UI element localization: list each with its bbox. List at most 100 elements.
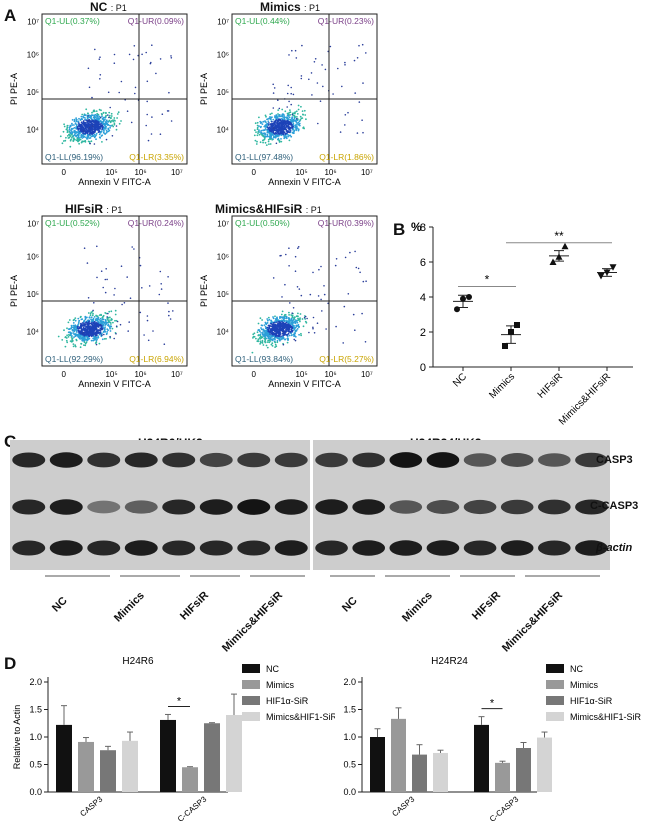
flow-event-dot [261,339,264,342]
flow-event-dot [109,126,111,129]
flow-quad-ll: Q1-LL(93.84%) [235,354,293,364]
flow-event-dot [255,143,258,145]
data-point [603,269,611,276]
flow-event-dot [287,134,289,136]
flow-event-dot [322,85,324,88]
legend-swatch [546,712,564,721]
flow-event-dot [339,131,342,133]
flow-event-dot [286,327,288,330]
flow-event-dot [263,132,266,135]
flow-event-dot [91,114,94,117]
flow-event-dot [82,132,85,135]
legend-swatch [546,696,564,705]
flow-event-dot [259,338,261,340]
flow-event-dot [356,57,359,59]
flow-event-dot [85,341,88,344]
flow-event-dot [284,283,286,286]
flow-event-dot [91,119,94,122]
flow-event-dot [354,250,356,253]
flow-event-dot [288,128,291,131]
flow-event-dot [67,321,70,324]
flow-event-dot [134,92,136,95]
flow-ytick: 10⁷ [217,18,229,27]
flow-event-dot [81,113,84,116]
flow-event-dot [91,133,93,136]
flow-event-dot [78,122,80,124]
flow-event-dot [81,322,84,324]
flow-event-dot [96,122,99,125]
flow-event-dot [101,141,103,143]
flow-event-dot [290,326,293,328]
flow-event-dot [92,335,95,338]
flow-event-dot [280,123,283,126]
flow-event-dot [289,109,291,111]
flow-event-dot [263,138,266,140]
significance-label: * [490,698,495,710]
flow-event-dot [68,128,71,131]
flow-event-dot [265,334,268,337]
flow-event-dot [103,333,105,336]
flow-event-dot [276,123,279,126]
flow-event-dot [126,110,129,112]
flow-event-dot [274,333,277,336]
flow-event-dot [280,254,282,257]
flow-event-dot [99,317,102,320]
y-tick-label: 4 [420,292,426,304]
flow-event-dot [86,125,89,128]
flow-event-dot [269,131,272,134]
flow-event-dot [105,120,108,122]
flow-event-dot [276,335,279,337]
flow-event-dot [159,270,162,273]
flow-event-dot [285,120,288,123]
flow-event-dot [356,132,359,134]
flow-event-dot [294,255,297,258]
flow-event-dot [147,339,150,342]
flow-event-dot [158,293,161,296]
flow-event-dot [108,320,110,323]
flow-event-dot [98,117,101,120]
flow-event-dot [93,120,96,123]
flow-event-dot [112,120,115,123]
flow-event-dot [107,120,109,123]
flow-event-dot [84,337,86,340]
flow-event-dot [359,271,361,274]
flow-event-dot [271,120,273,123]
flow-event-dot [85,331,88,333]
blot-band [12,452,46,468]
flow-event-dot [291,314,294,317]
flow-quad-ur: Q1-UR(0.39%) [318,218,374,228]
flow-event-dot [69,125,72,127]
flow-event-dot [296,321,299,324]
flow-event-dot [72,322,75,324]
flow-event-dot [308,331,310,334]
flow-event-dot [262,120,265,123]
flow-xlabel: Annexin V FITC-A [78,177,151,187]
flow-event-dot [255,131,257,134]
blot-band [537,453,571,467]
flow-event-dot [284,127,287,130]
flow-event-dot [77,317,80,320]
flow-event-dot [303,109,306,112]
flow-event-dot [266,326,268,329]
band-label-beta-actin: β-actin [596,542,633,554]
flow-event-dot [79,346,82,349]
flow-event-dot [274,338,276,341]
y-tick-label: 2 [420,327,426,339]
flow-event-dot [287,120,289,122]
flow-event-dot [357,267,360,270]
flow-event-dot [274,323,277,326]
flow-event-dot [281,128,284,130]
flow-xtick: 10⁶ [324,168,336,177]
flow-event-dot [96,129,99,131]
flow-event-dot [105,138,108,141]
flow-event-dot [72,139,75,142]
flow-event-dot [116,320,119,323]
blot-band [315,540,348,556]
flow-event-dot [109,327,111,330]
flow-event-dot [81,137,84,139]
flow-event-dot [324,68,327,71]
flow-ytick: 10⁶ [217,51,229,60]
flow-event-dot [258,129,260,132]
flow-event-dot [284,121,287,124]
flow-event-dot [74,138,76,141]
